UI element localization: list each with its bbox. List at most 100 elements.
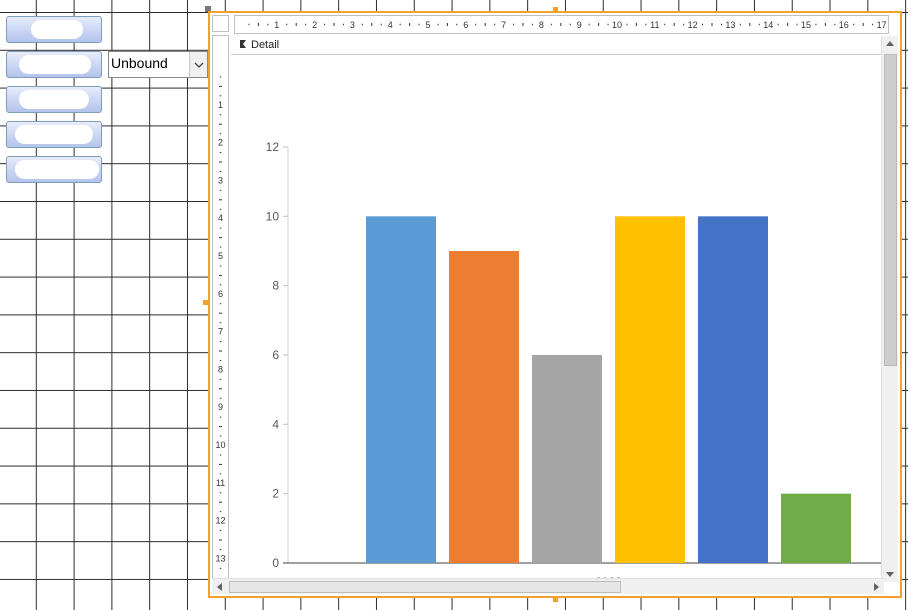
- ruler-tick: [286, 23, 288, 26]
- ruler-tick: [267, 23, 269, 26]
- detail-section-bar[interactable]: Detail: [231, 36, 888, 55]
- ruler-number: 5: [425, 20, 430, 30]
- ruler-tick: [645, 23, 647, 26]
- scroll-right-icon: [874, 582, 879, 591]
- ruler-tick: [219, 170, 222, 172]
- ruler-tick: [219, 284, 222, 286]
- command-button-3[interactable]: [6, 86, 102, 113]
- ruler-tick: [219, 123, 222, 125]
- form-selector[interactable]: [212, 15, 229, 32]
- ruler-tick: [409, 23, 411, 26]
- ruler-number: 17: [877, 20, 887, 30]
- ruler-tick: [494, 23, 496, 26]
- bar-2[interactable]: [449, 251, 519, 563]
- obscured-label: [31, 20, 83, 39]
- ruler-tick: [219, 85, 222, 87]
- command-button-5[interactable]: [6, 156, 102, 183]
- ruler-tick: [219, 463, 222, 465]
- ruler-number: 14: [763, 20, 773, 30]
- y-axis-tick-label: 12: [266, 140, 280, 154]
- ruler-tick: [219, 435, 222, 437]
- ruler-tick: [824, 23, 826, 26]
- ruler-number: 11: [216, 478, 225, 488]
- command-button-4[interactable]: [6, 121, 102, 148]
- ruler-number: 10: [612, 20, 622, 30]
- ruler-tick: [380, 23, 382, 26]
- ruler-tick: [635, 23, 637, 26]
- bar-3[interactable]: [532, 355, 602, 563]
- horizontal-scroll-thumb[interactable]: [229, 581, 621, 593]
- unbound-combo-box[interactable]: Unbound: [108, 51, 208, 78]
- ruler-tick: [219, 265, 222, 267]
- ruler-number: 12: [215, 516, 225, 526]
- bar-chart[interactable]: 0246810122023: [230, 55, 890, 595]
- ruler-tick: [475, 23, 477, 26]
- subform-control[interactable]: 1 2 3 4 5 6 7 8 9 10 11 12 13 14 15 16 17 1 2 3 4 5 6 7 8 9 10 11 1…: [208, 11, 902, 598]
- ruler-tick: [598, 23, 600, 26]
- ruler-tick: [219, 274, 222, 276]
- ruler-tick: [219, 492, 222, 494]
- ruler-tick: [437, 23, 439, 26]
- bar-6[interactable]: [781, 493, 851, 563]
- combo-dropdown-button[interactable]: [189, 52, 207, 77]
- ruler-tick: [219, 388, 222, 390]
- ruler-number: 6: [218, 289, 223, 299]
- scroll-right-button[interactable]: [869, 579, 884, 594]
- ruler-number: 8: [539, 20, 544, 30]
- resize-handle-top-mid[interactable]: [553, 7, 558, 12]
- combo-value: Unbound: [111, 55, 168, 71]
- ruler-number: 6: [463, 20, 468, 30]
- resize-handle-top-left[interactable]: [205, 6, 211, 12]
- vertical-scrollbar[interactable]: [881, 36, 898, 582]
- ruler-tick: [333, 23, 335, 26]
- ruler-tick: [219, 341, 222, 343]
- resize-handle-left-mid[interactable]: [203, 300, 208, 305]
- ruler-tick: [371, 23, 373, 26]
- ruler-number: 15: [801, 20, 811, 30]
- ruler-number: 11: [650, 20, 659, 30]
- ruler-tick: [834, 23, 836, 26]
- command-button-1[interactable]: [6, 16, 102, 43]
- ruler-number: 7: [218, 327, 223, 337]
- ruler-tick: [219, 416, 222, 418]
- obscured-label: [15, 125, 93, 144]
- vertical-ruler: 1 2 3 4 5 6 7 8 9 10 11 12 13: [212, 35, 229, 582]
- y-axis-tick-label: 4: [272, 417, 279, 431]
- scroll-left-icon: [217, 582, 222, 591]
- bar-1[interactable]: [366, 216, 436, 564]
- ruler-tick: [219, 378, 222, 380]
- scroll-up-button[interactable]: [882, 36, 897, 51]
- ruler-tick: [361, 23, 363, 26]
- y-axis-tick-label: 10: [266, 209, 280, 223]
- ruler-number: 13: [215, 553, 225, 563]
- ruler-tick: [711, 23, 713, 26]
- ruler-tick: [456, 23, 458, 26]
- horizontal-ruler: 1 2 3 4 5 6 7 8 9 10 11 12 13 14 15 16 17: [234, 15, 889, 34]
- scroll-up-icon: [885, 41, 894, 46]
- vertical-scroll-thumb[interactable]: [884, 54, 897, 366]
- bar-5[interactable]: [698, 216, 768, 564]
- ruler-tick: [853, 23, 855, 26]
- ruler-tick: [550, 23, 552, 26]
- scroll-down-button[interactable]: [882, 567, 897, 582]
- ruler-tick: [219, 359, 222, 361]
- ruler-tick: [626, 23, 628, 26]
- ruler-tick: [219, 539, 222, 541]
- horizontal-scrollbar[interactable]: [212, 578, 884, 594]
- scroll-left-button[interactable]: [212, 579, 227, 594]
- ruler-tick: [219, 199, 222, 201]
- ruler-tick: [219, 227, 222, 229]
- ruler-tick: [531, 23, 533, 26]
- resize-handle-bottom-mid[interactable]: [553, 597, 558, 602]
- ruler-tick: [219, 303, 222, 305]
- ruler-tick: [758, 23, 760, 26]
- command-button-2[interactable]: [6, 51, 102, 78]
- y-axis-tick-label: 0: [272, 556, 279, 570]
- scroll-down-icon: [885, 572, 894, 577]
- bar-4[interactable]: [615, 216, 685, 564]
- ruler-number: 5: [218, 251, 223, 261]
- ruler-tick: [295, 23, 297, 26]
- ruler-tick: [560, 23, 562, 26]
- ruler-number: 16: [839, 20, 849, 30]
